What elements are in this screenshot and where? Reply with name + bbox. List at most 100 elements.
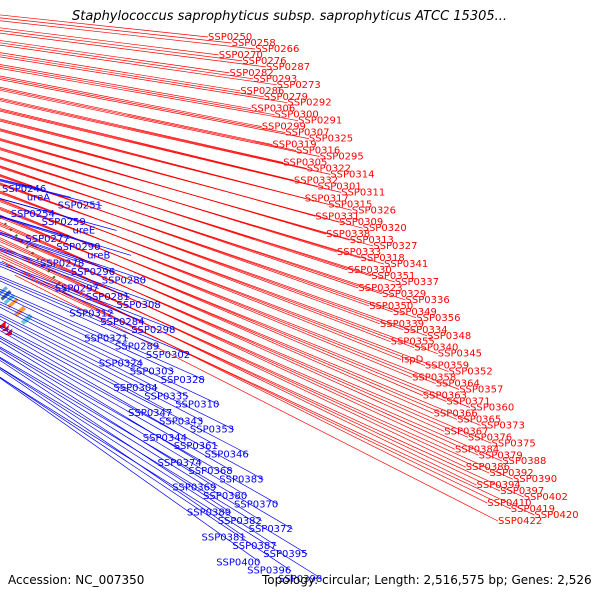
- forward-leader-line: [0, 198, 402, 361]
- forward-gene-label: SSP0270: [219, 50, 263, 61]
- reverse-gene-label: SSP0372: [249, 524, 293, 535]
- forward-gene-label: SSP0392: [489, 468, 533, 479]
- reverse-gene-label: SSP0361: [174, 441, 218, 452]
- reverse-leader-line: [0, 248, 130, 298]
- forward-gene-label: SSP0309: [339, 217, 383, 228]
- forward-gene-label: SSP0351: [371, 271, 415, 282]
- forward-gene-label: SSP0330: [348, 265, 392, 276]
- reverse-leader-line: [0, 261, 176, 331]
- reverse-leader-line: [0, 231, 146, 281]
- reverse-leader-line: [0, 368, 246, 538]
- forward-leader-line: [0, 241, 503, 462]
- forward-leader-line: [0, 109, 318, 187]
- forward-leader-line: [0, 157, 372, 277]
- forward-gene-label: SSP0250: [208, 32, 252, 43]
- forward-gene-label: SSP0322: [307, 164, 351, 175]
- reverse-leader-line: [0, 327, 218, 447]
- reverse-gene-label: SSP0389: [187, 508, 231, 519]
- forward-leader-line: [0, 40, 230, 74]
- forward-gene-label: SSP0339: [380, 319, 424, 330]
- organism-title: Staphylococcus saprophyticus subsp. sapr…: [72, 9, 508, 24]
- forward-leader-line: [0, 175, 417, 319]
- forward-gene-label: SSP0356: [416, 313, 460, 324]
- reverse-gene-label: SSP0400: [216, 557, 260, 568]
- forward-gene-label: ispD: [401, 355, 423, 366]
- reverse-leader-line: [0, 303, 189, 397]
- reverse-leader-line: [0, 215, 132, 256]
- forward-gene-label: SSP0287: [266, 62, 310, 73]
- reverse-gene-label: SSP0310: [175, 400, 219, 411]
- forward-gene-label: SSP0323: [358, 283, 402, 294]
- forward-leader-line: [0, 223, 458, 420]
- reverse-gene-label: SSP0383: [219, 474, 263, 485]
- forward-gene-label: SSP0307: [285, 128, 329, 139]
- forward-gene-label: SSP0384: [455, 444, 499, 455]
- forward-leader-line: [5, 265, 511, 510]
- forward-gene-label: SSP0333: [337, 247, 381, 258]
- forward-gene-label: SSP0365: [457, 414, 501, 425]
- reverse-leader-line: [0, 198, 117, 231]
- reverse-leader-line: [0, 348, 248, 497]
- forward-leader-line: [0, 254, 501, 492]
- reverse-leader-line: [0, 265, 114, 314]
- forward-leader-line: [0, 184, 428, 337]
- forward-gene-label: SSP0367: [444, 426, 488, 437]
- forward-leader-line: [0, 89, 320, 157]
- reverse-gene-label: SSP0278: [40, 259, 84, 270]
- forward-gene-label: SSP0292: [287, 98, 331, 109]
- forward-leader-line: [0, 67, 299, 122]
- reverse-leader-line: [0, 367, 308, 555]
- reverse-gene-label: SSP0246: [2, 184, 46, 195]
- forward-leader-line: [0, 192, 438, 355]
- forward-gene-label: SSP0326: [352, 205, 396, 216]
- cog-feature-box: [0, 290, 12, 301]
- forward-leader-line: [0, 225, 481, 426]
- forward-leader-line: [0, 17, 232, 44]
- reverse-leader-line: [0, 367, 277, 547]
- forward-gene-label: SSP0420: [534, 510, 578, 521]
- genome-stats-label: Topology: circular; Length: 2,516,575 bp…: [262, 573, 592, 587]
- reverse-leader-line: [0, 247, 161, 306]
- reverse-leader-line: [0, 263, 145, 323]
- forward-gene-label: SSP0273: [277, 80, 321, 91]
- forward-leader-line: [0, 206, 413, 378]
- forward-gene-label: SSP0340: [414, 343, 458, 354]
- reverse-gene-label: SSP0302: [146, 350, 190, 361]
- forward-gene-label: SSP0318: [361, 253, 405, 264]
- reverse-gene-label: SSP0308: [117, 300, 161, 311]
- forward-gene-label: SSP0315: [328, 199, 372, 210]
- cog-feature-box: [20, 313, 33, 325]
- reverse-gene-label: SSP0344: [143, 433, 187, 444]
- reverse-leader-line: [0, 356, 293, 530]
- reverse-leader-line: [0, 324, 249, 455]
- forward-gene-label: SSP0350: [369, 301, 413, 312]
- forward-leader-line: [0, 147, 338, 253]
- cog-feature-box: [7, 297, 19, 309]
- reverse-leader-line: [0, 318, 173, 414]
- reverse-gene-label: SSP0290: [56, 242, 100, 253]
- reverse-gene-label: ureE: [73, 226, 96, 237]
- forward-leader-line: [0, 42, 254, 80]
- forward-gene-label: SSP0379: [479, 450, 523, 461]
- forward-leader-line: [0, 215, 447, 402]
- forward-gene-label: SSP0311: [341, 187, 385, 198]
- forward-leader-line: [0, 27, 219, 56]
- forward-leader-line: [0, 207, 436, 384]
- reverse-leader-line: [0, 180, 102, 206]
- forward-gene-label: SSP0397: [500, 486, 544, 497]
- reverse-leader-line: [0, 275, 191, 356]
- forward-leader-line: [14, 274, 499, 522]
- reverse-gene-label: SSP0346: [205, 450, 249, 461]
- forward-leader-line: [0, 88, 297, 151]
- forward-gene-label: SSP0313: [350, 235, 394, 246]
- forward-leader-line: [0, 229, 445, 432]
- forward-leader-line: [0, 52, 241, 92]
- reverse-gene-label: SSP0304: [113, 383, 157, 394]
- reverse-leader-line: [0, 377, 261, 563]
- forward-gene-label: SSP0337: [395, 277, 439, 288]
- forward-gene-label: SSP0388: [502, 456, 546, 467]
- forward-leader-line: [0, 30, 243, 62]
- forward-gene-label: SSP0359: [425, 361, 469, 372]
- reverse-leader-line: [0, 280, 129, 339]
